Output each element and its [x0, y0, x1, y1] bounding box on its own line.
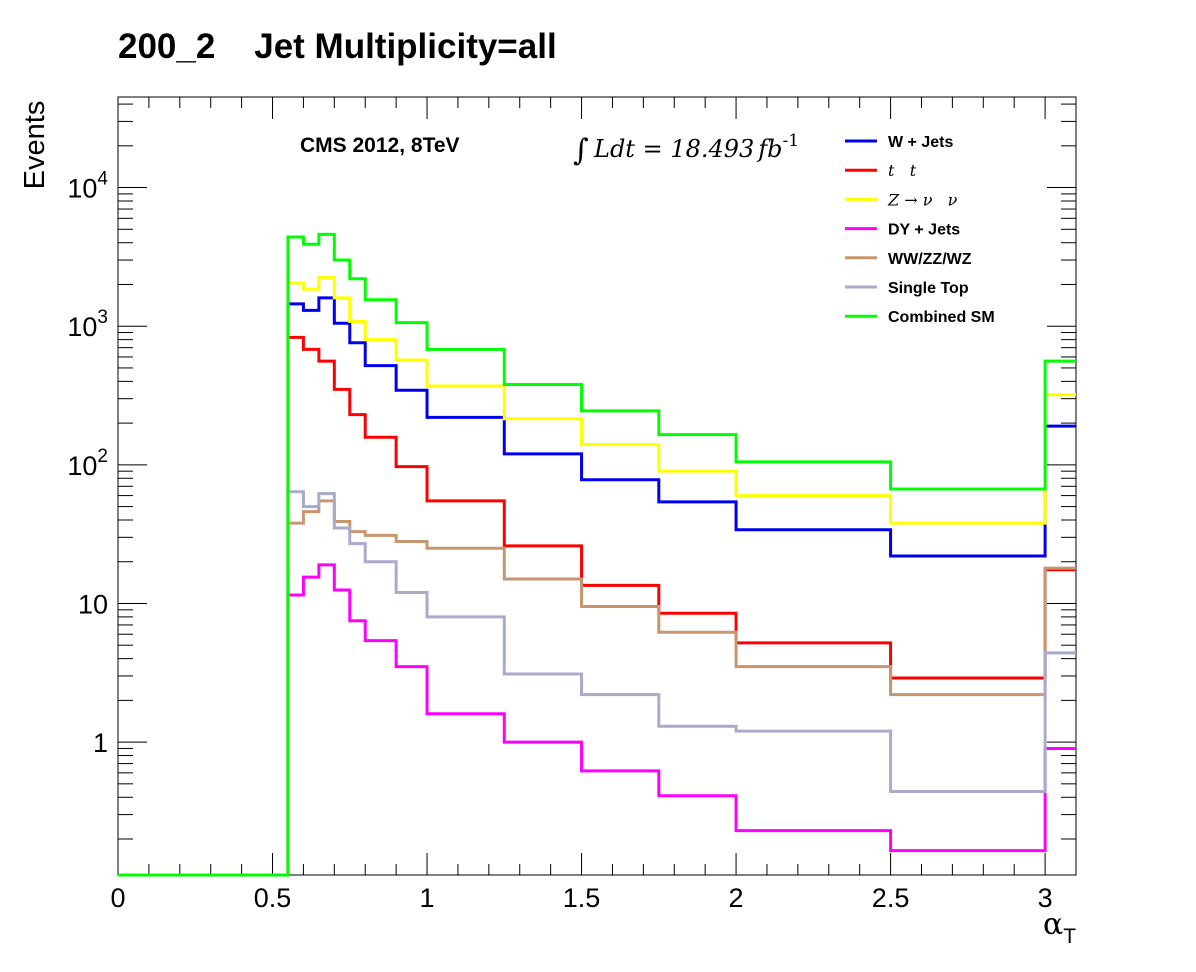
x-axis-label-subscript: T [1063, 925, 1076, 948]
lumi-label: Ldt = 18.493 fb-1 [593, 131, 799, 163]
series-line-combined-sm [118, 232, 1076, 877]
y-axis-label: Events [19, 101, 51, 190]
x-tick-label: 2.5 [872, 883, 910, 913]
plot-frame [117, 96, 1077, 876]
y-axis-ticks: 1 10 102 103 104 [67, 103, 1076, 840]
legend-label: DY + Jets [888, 222, 960, 239]
legend: W + Jets t t Z → ν ν DY + Jets WW/ZZ/WZ Singl… [845, 134, 995, 326]
chart-title: 200_2 Jet Multiplicity=all [118, 27, 557, 66]
legend-label: WW/ZZ/WZ [888, 251, 972, 268]
x-tick-label: 3 [1038, 883, 1053, 913]
legend-label: t t [888, 161, 917, 180]
x-axis-ticks: 0 0.5 1 1.5 2 2.5 3 [110, 97, 1077, 913]
lumi-unit: fb [756, 135, 782, 163]
y-tick-label: 103 [67, 307, 108, 342]
series-line-dy-jets [118, 563, 1076, 877]
series-group [118, 232, 1076, 877]
y-tick-label: 104 [67, 169, 108, 204]
x-tick-label: 0.5 [254, 883, 292, 913]
x-tick-label: 0 [110, 883, 125, 913]
y-tick-label: 10 [78, 589, 108, 619]
series-line-z [118, 275, 1076, 877]
x-tick-label: 2 [729, 883, 744, 913]
y-tick-label: 102 [67, 446, 108, 481]
legend-label: Single Top [888, 280, 969, 297]
legend-label: Combined SM [888, 309, 995, 326]
x-tick-label: 1.5 [563, 883, 601, 913]
legend-label: Z → ν ν [887, 190, 958, 209]
lumi-exponent: -1 [783, 131, 800, 151]
series-line-single-top [118, 490, 1076, 877]
x-axis-label: αT [1043, 907, 1076, 948]
lumi-integral-sign: ∫ [573, 133, 589, 168]
experiment-label: CMS 2012, 8TeV [300, 134, 460, 157]
x-axis-label-symbol: α [1043, 907, 1063, 942]
legend-label: W + Jets [888, 134, 953, 151]
y-tick-label: 1 [93, 728, 108, 758]
lumi-text: Ldt = 18.493 [593, 135, 754, 163]
x-tick-label: 1 [420, 883, 435, 913]
